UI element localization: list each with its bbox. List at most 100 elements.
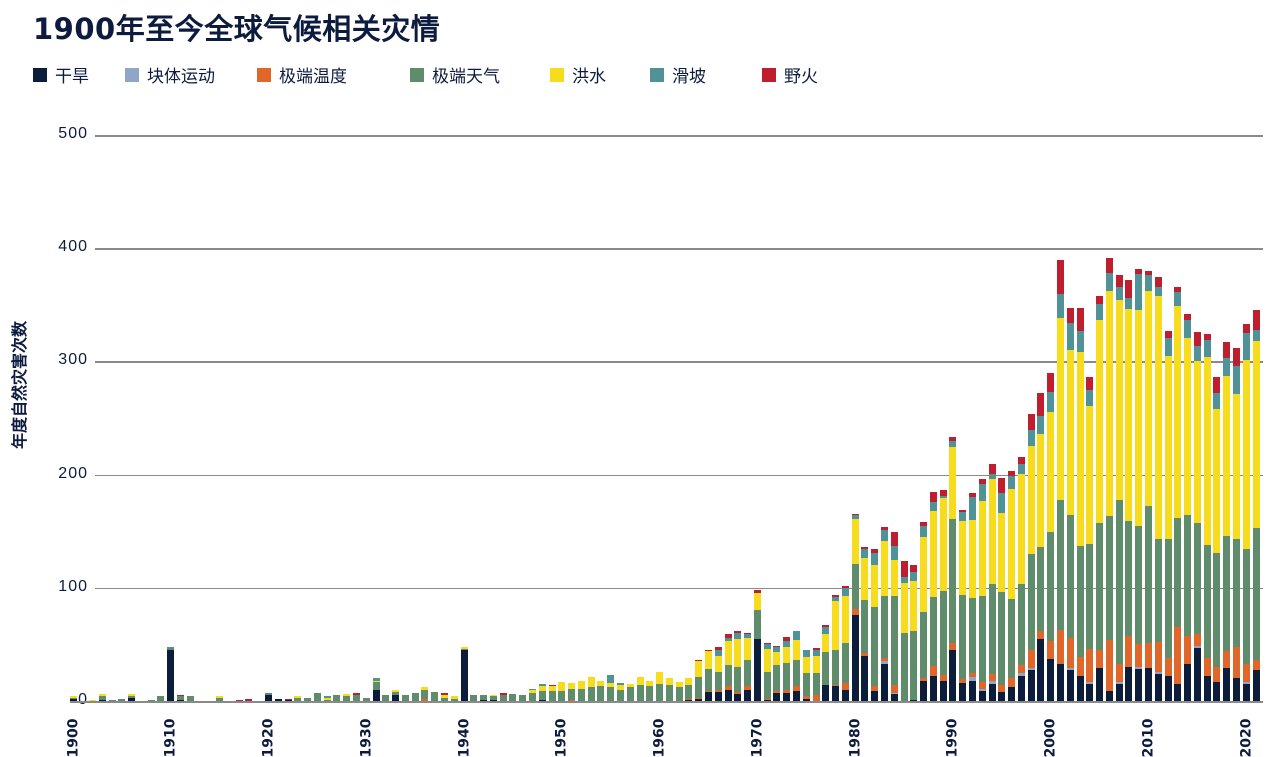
bar-segment [1193,361,1201,524]
bar-segment [753,590,761,594]
bar-segment [353,695,361,701]
bar-segment [1232,539,1240,647]
bar-segment [362,697,370,701]
bar-segment [968,497,976,520]
bar-segment [509,694,517,701]
bar-segment [890,694,898,701]
bar-2006 [1105,258,1113,701]
bar-segment [792,660,800,687]
bar-segment [235,699,243,701]
y-tick-label: 200 [58,464,88,482]
bar-segment [861,653,869,656]
bar-segment [1135,644,1143,668]
bar-1905 [118,698,126,701]
bar-1920 [265,693,273,701]
bar-segment [763,698,771,700]
bar-1964 [695,660,703,701]
bar-segment [1242,684,1250,701]
bar-segment [1105,273,1113,292]
bar-segment [1008,489,1016,600]
bar-segment [763,643,771,645]
bar-segment [773,645,781,647]
bar-segment [724,641,732,665]
bar-segment [607,682,615,688]
bar-segment [1193,645,1201,648]
bar-segment [695,660,703,662]
bar-segment [929,501,937,511]
bar-segment [646,686,654,701]
legend-item-wildfire: 野火 [762,62,818,87]
bar-segment [1184,313,1192,320]
bar-segment [1096,523,1104,651]
bar-segment [920,536,928,612]
gridline [95,587,1263,590]
bar-segment [1047,412,1055,533]
bar-segment [1174,292,1182,306]
bar-segment [617,685,624,690]
legend-item-drought: 干旱 [33,62,89,87]
bar-1938 [441,693,449,701]
bar-segment [1037,433,1045,548]
bar-segment [118,698,126,701]
bar-segment [734,630,742,634]
bar-segment [1027,413,1035,431]
bar-segment [538,690,546,700]
bar-segment [1017,584,1025,665]
bar-segment [1066,322,1074,351]
bar-segment [548,685,556,687]
bar-segment [98,696,106,700]
bar-segment [284,698,292,700]
bar-segment [1193,345,1201,362]
bar-segment [1076,676,1084,701]
bar-1932 [382,695,390,701]
x-tick-text: 1980 [847,718,864,757]
bar-1950 [558,681,566,701]
bar-segment [538,684,546,687]
bar-segment [1144,668,1152,701]
bar-1957 [626,684,634,701]
bar-segment [1184,337,1192,516]
legend-item-landslide: 滑坡 [650,62,706,87]
bar-segment [626,684,634,688]
bar-1941 [470,695,478,701]
bar-segment [724,686,732,690]
x-tick-label: 1900 [63,708,83,757]
bar-segment [1047,659,1055,701]
bar-segment [1076,656,1084,677]
bar-segment [245,698,253,701]
bar-segment [1242,549,1250,664]
bar-1980 [851,514,859,701]
bar-segment [1135,525,1143,645]
x-tick-text: 2020 [1238,718,1255,757]
bar-segment [1213,408,1221,553]
bar-1930 [362,697,370,701]
bar-segment [871,549,879,553]
bar-segment [656,684,664,701]
bar-segment [783,662,791,690]
bar-segment [1164,330,1172,338]
bar-1983 [880,526,888,701]
bar-segment [1125,309,1133,522]
bar-segment [812,650,820,656]
bar-segment [734,667,742,692]
bar-1922 [284,698,292,701]
bar-segment [890,532,898,546]
bar-segment [685,699,693,701]
bar-segment [1174,305,1182,518]
bar-segment [167,646,175,648]
bar-segment [890,685,898,694]
bar-segment [802,650,810,657]
bar-1996 [1008,471,1016,701]
bar-segment [1154,295,1162,540]
bar-segment [851,515,859,519]
bar-segment [949,643,957,651]
bar-segment [177,699,185,701]
bar-segment [1223,535,1231,652]
legend-label: 极端天气 [432,67,500,87]
bar-1912 [186,696,194,701]
bar-segment [1105,690,1113,701]
bar-segment [1223,376,1231,536]
bar-segment [832,686,840,701]
bar-segment [157,696,165,701]
